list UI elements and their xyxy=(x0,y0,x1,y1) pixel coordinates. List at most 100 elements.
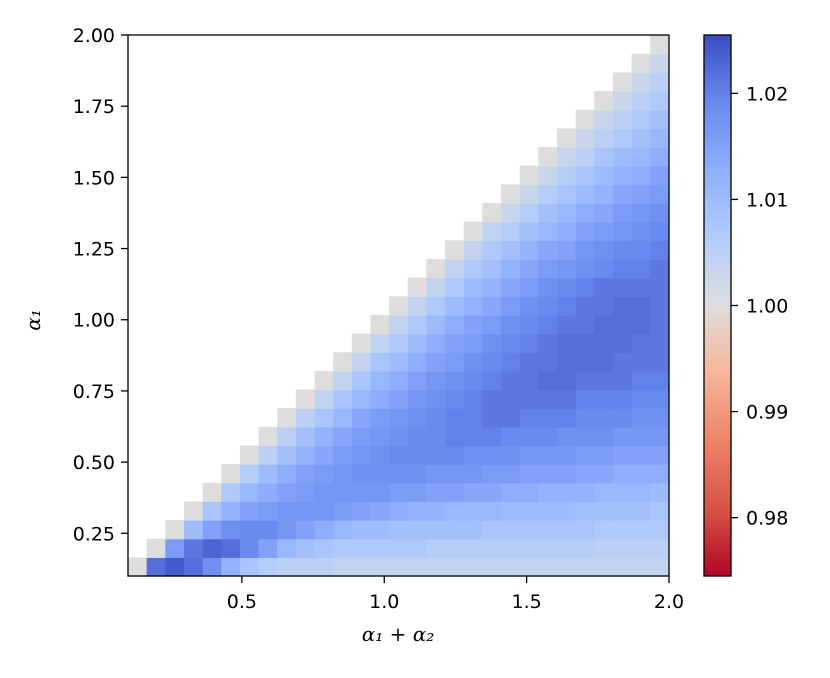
heatmap-cell xyxy=(277,501,297,521)
heatmap-cell xyxy=(594,445,614,465)
heatmap-cell xyxy=(501,221,521,241)
heatmap-cell xyxy=(538,333,558,353)
heatmap-cell xyxy=(650,296,670,316)
heatmap-cell xyxy=(556,352,577,372)
heatmap-cell xyxy=(426,482,446,502)
heatmap-cell xyxy=(650,464,670,484)
heatmap-cell xyxy=(575,221,595,241)
heatmap-cell xyxy=(501,538,521,558)
heatmap-cell xyxy=(556,202,577,223)
heatmap-cell xyxy=(612,333,633,353)
heatmap-cell xyxy=(258,426,278,447)
heatmap-cell xyxy=(650,165,670,185)
heatmap-cell xyxy=(650,240,670,260)
heatmap-cell xyxy=(612,501,633,521)
heatmap-cell xyxy=(482,333,502,353)
heatmap-cell xyxy=(482,240,502,260)
heatmap-cell xyxy=(594,258,614,279)
heatmap-cell xyxy=(333,426,353,447)
heatmap-cell xyxy=(407,557,427,577)
heatmap-cell xyxy=(650,520,670,540)
heatmap-cell xyxy=(575,464,595,484)
heatmap-cell xyxy=(501,408,521,428)
heatmap-cell xyxy=(538,538,558,558)
heatmap-cell xyxy=(333,501,353,521)
heatmap-cell xyxy=(202,557,222,577)
heatmap-cell xyxy=(445,408,465,428)
heatmap-cell xyxy=(277,426,297,447)
heatmap-cell xyxy=(538,296,558,316)
heatmap-cell xyxy=(314,538,334,558)
heatmap-cell xyxy=(650,538,670,558)
x-tick-label: 1.0 xyxy=(369,591,399,613)
heatmap-cell xyxy=(426,445,446,465)
heatmap-cell xyxy=(277,557,297,577)
heatmap-cell xyxy=(538,165,558,185)
heatmap-cell xyxy=(650,221,670,241)
heatmap-cell xyxy=(221,501,241,521)
heatmap-cell xyxy=(501,501,521,521)
heatmap-cell xyxy=(556,389,577,409)
heatmap-cell xyxy=(631,221,651,241)
heatmap-cell xyxy=(501,426,521,447)
heatmap-cell xyxy=(501,389,521,409)
heatmap-cell xyxy=(612,482,633,502)
heatmap-cell xyxy=(650,184,670,204)
heatmap-cell xyxy=(650,370,670,391)
heatmap-cell xyxy=(463,389,483,409)
heatmap-cell xyxy=(426,333,446,353)
heatmap-cell xyxy=(370,314,390,335)
heatmap-cell xyxy=(501,202,521,223)
heatmap-cell xyxy=(333,482,353,502)
heatmap-cell xyxy=(407,464,427,484)
heatmap-cell xyxy=(612,408,633,428)
heatmap-cell xyxy=(463,482,483,502)
heatmap-cell xyxy=(631,464,651,484)
heatmap-cell xyxy=(463,240,483,260)
heatmap-cell xyxy=(482,464,502,484)
heatmap-cell xyxy=(445,314,465,335)
heatmap-cell xyxy=(612,464,633,484)
heatmap-cell xyxy=(594,370,614,391)
heatmap-cell xyxy=(650,53,670,74)
heatmap-cell xyxy=(519,520,539,540)
heatmap-cell xyxy=(631,520,651,540)
heatmap-cell xyxy=(631,296,651,316)
heatmap-cell xyxy=(314,426,334,447)
heatmap-cell xyxy=(594,520,614,540)
heatmap-cell xyxy=(370,333,390,353)
heatmap-cell xyxy=(351,557,372,577)
heatmap-cell xyxy=(631,109,651,129)
heatmap-cell xyxy=(351,538,372,558)
heatmap-cell xyxy=(351,445,372,465)
heatmap-cell xyxy=(575,426,595,447)
heatmap-cell xyxy=(631,445,651,465)
heatmap-cell xyxy=(538,557,558,577)
heatmap-cell xyxy=(407,482,427,502)
heatmap-cell xyxy=(538,408,558,428)
heatmap-cell xyxy=(445,501,465,521)
heatmap-cell xyxy=(519,445,539,465)
heatmap-cell xyxy=(463,258,483,279)
heatmap-cell xyxy=(445,333,465,353)
heatmap-cell xyxy=(556,520,577,540)
heatmap-cell xyxy=(445,277,465,297)
heatmap-cell xyxy=(501,520,521,540)
heatmap-cell xyxy=(445,464,465,484)
heatmap-cell xyxy=(351,464,372,484)
heatmap-cell xyxy=(426,258,446,279)
heatmap-cell xyxy=(445,538,465,558)
heatmap-cell xyxy=(445,482,465,502)
heatmap-cell xyxy=(556,501,577,521)
heatmap-cell xyxy=(295,538,316,558)
heatmap-cell xyxy=(351,482,372,502)
heatmap-cell xyxy=(538,314,558,335)
heatmap-cell xyxy=(482,221,502,241)
heatmap-cell xyxy=(370,557,390,577)
x-tick-label: 2.0 xyxy=(654,591,684,613)
heatmap-cell xyxy=(650,352,670,372)
heatmap-cell xyxy=(463,314,483,335)
heatmap-cell xyxy=(650,445,670,465)
heatmap-cell xyxy=(351,370,372,391)
heatmap-cell xyxy=(650,128,670,148)
